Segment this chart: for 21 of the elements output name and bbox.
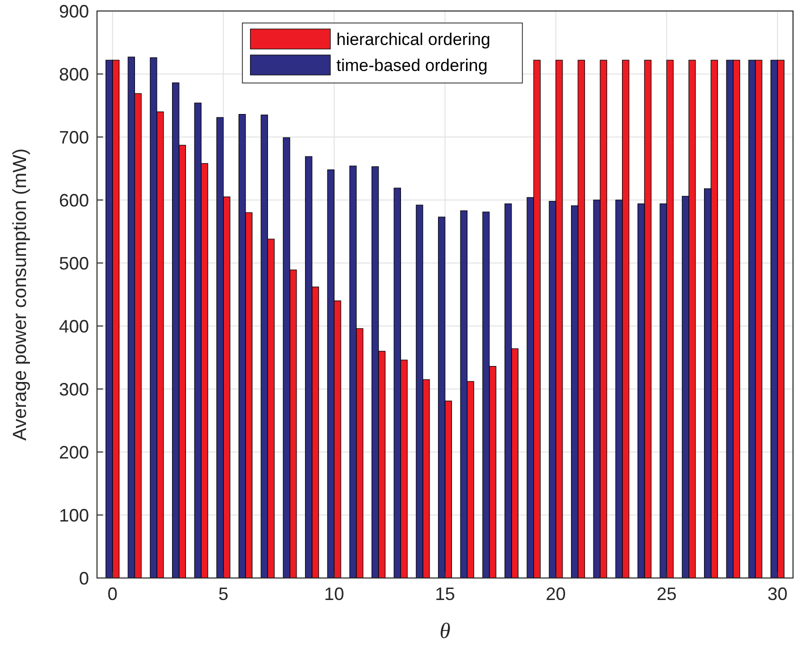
x-tick-label: 30 [767,584,788,604]
y-tick-label: 200 [58,442,89,462]
x-tick-label: 25 [656,584,677,604]
y-tick-label: 400 [58,316,89,336]
y-tick-label: 600 [58,190,89,210]
y-tick-label: 300 [58,379,89,400]
legend-label: hierarchical ordering [336,30,490,49]
legend-label: time-based ordering [336,56,488,75]
x-tick-label: 5 [218,584,228,604]
y-tick-label: 900 [58,1,89,22]
y-tick-label: 700 [58,127,89,148]
y-tick-label: 100 [58,505,89,526]
y-axis-title: Average power consumption (mW) [10,148,31,441]
y-tick-label: 800 [58,64,89,84]
x-axis-title: θ [440,618,451,643]
x-tick-label: 15 [434,584,456,604]
x-tick-label: 10 [324,584,344,604]
y-tick-label: 0 [78,568,89,588]
y-tick-label: 500 [58,253,89,274]
x-tick-label: 0 [108,584,118,604]
x-tick-label: 20 [546,584,566,604]
